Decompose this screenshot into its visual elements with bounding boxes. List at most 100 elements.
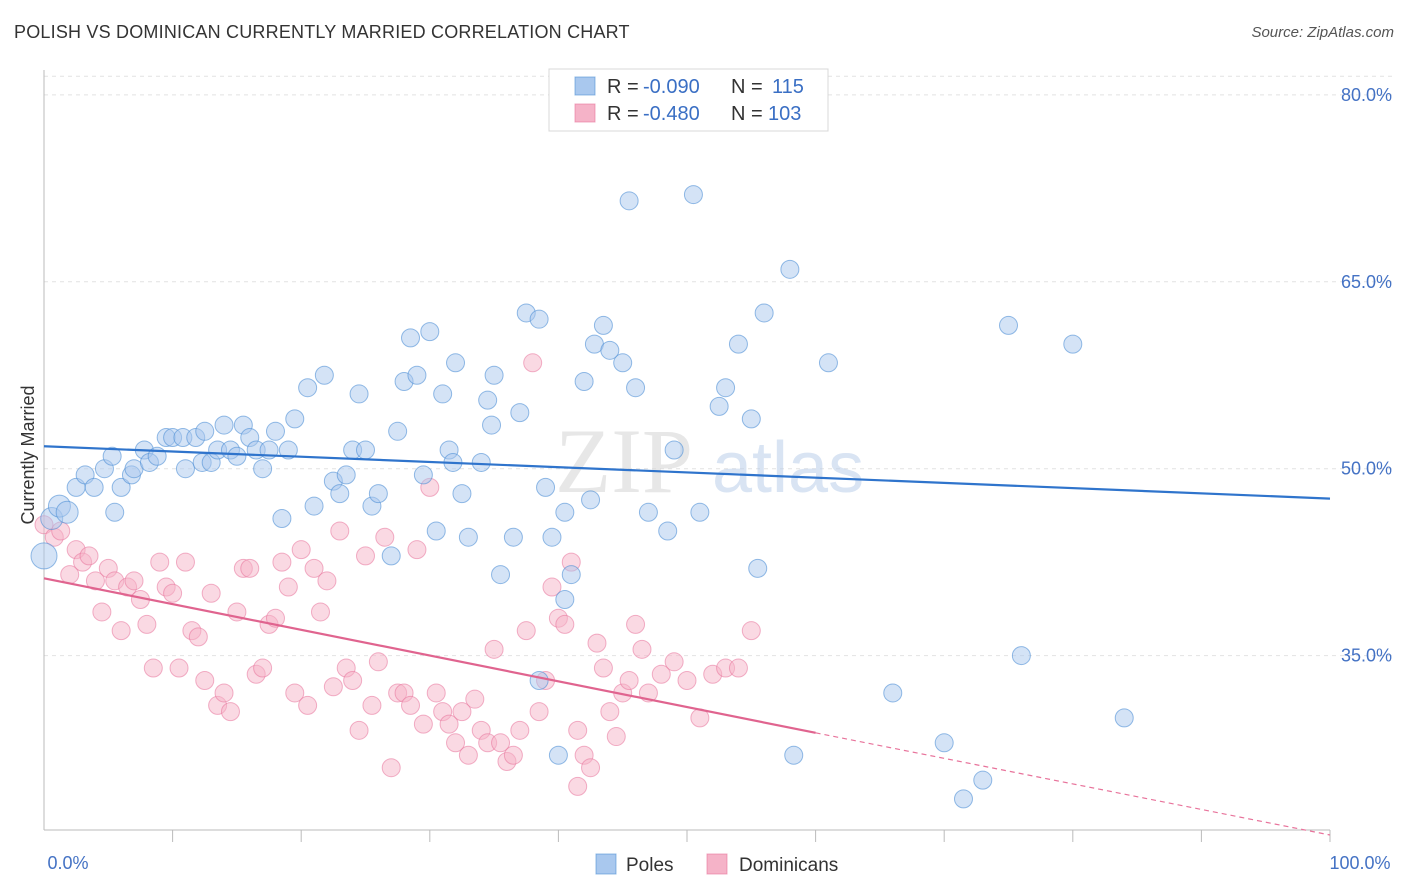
y-tick-label: 80.0% [1341,85,1392,105]
poles-point [426,521,446,541]
dominicans-point [568,720,588,740]
poles-point [555,590,575,610]
poles-point [638,502,658,522]
poles-point [278,440,298,460]
poles-point [973,770,993,790]
dominicans-point [728,658,748,678]
dominicans-point [298,695,318,715]
dominicans-point [375,527,395,547]
poles-point [388,421,408,441]
dominicans-point [413,714,433,734]
dominicans-point [343,670,363,690]
dominicans-point [626,614,646,634]
dominicans-point [587,633,607,653]
poles-point [298,378,318,398]
dominicans-point [664,652,684,672]
poles-point [1011,646,1031,666]
poles-point [613,353,633,373]
dominicans-point [426,683,446,703]
poles-point [741,409,761,429]
poles-point [413,465,433,485]
poles-point [105,502,125,522]
poles-point [934,733,954,753]
dominicans-point [381,758,401,778]
dominicans-point [111,621,131,641]
poles-point [265,421,285,441]
poles-point [102,446,122,466]
dominicans-point [439,714,459,734]
watermark-zip: ZIP [555,410,693,512]
poles-point [471,452,491,472]
poles-point [574,371,594,391]
poles-points [30,104,1134,809]
bottom-legend: Poles Dominicans [595,853,838,876]
poles-point [780,259,800,279]
poles-point [420,322,440,342]
dominicans-point [169,658,189,678]
dominicans-point [503,745,523,765]
poles-point [84,477,104,497]
dominicans-point [362,695,382,715]
dominicans-point [240,558,260,578]
dominicans-point [195,670,215,690]
dominicans-point [150,552,170,572]
dominicans-trend-line [43,577,816,734]
dominicans-point [510,720,530,740]
poles-point [664,440,684,460]
dominicans-point [201,583,221,603]
poles-point [529,309,549,329]
poles-point [626,378,646,398]
poles-point [446,353,466,373]
chart-title: POLISH VS DOMINICAN CURRENTLY MARRIED CO… [14,22,630,42]
dominicans-point [555,614,575,634]
poles-point [818,353,838,373]
poles-point [407,365,427,385]
poles-point [111,477,131,497]
poles-point [195,421,215,441]
poles-point [401,328,421,348]
poles-point [555,502,575,522]
poles-point [600,340,620,360]
dominicans-point [356,546,375,566]
poles-point [503,527,523,547]
poles-point [314,365,334,385]
source-label: Source: ZipAtlas.com [1251,24,1394,41]
x-tick-label-min: 0.0% [47,853,88,873]
dominicans-point [542,577,562,597]
dominicans-point [214,683,234,703]
legend-swatch-dominicans [574,103,596,123]
poles-point [253,459,273,479]
poles-point [482,415,502,435]
bottom-legend-label-poles: Poles [626,855,674,876]
poles-point [709,396,729,416]
poles-point [452,484,472,504]
dominicans-point [79,546,99,566]
poles-point [1114,708,1134,728]
dominicans-point [465,689,485,709]
x-tick-label-max: 100.0% [1329,853,1390,873]
dominicans-point [92,602,112,622]
dominicans-point [272,552,292,572]
dominicans-point [368,652,388,672]
poles-point [536,477,556,497]
poles-point [368,484,388,504]
dominicans-point [593,658,613,678]
dominicans-point [741,621,761,641]
poles-point [272,509,292,529]
dominicans-point [581,758,601,778]
legend-r-label-poles: R = [607,76,639,98]
poles-point [953,789,973,809]
dominicans-point [85,571,105,591]
poles-point [581,490,601,510]
dominicans-point [523,353,543,373]
dominicans-point [137,614,157,634]
dominicans-point [452,702,472,722]
poles-point [683,185,703,205]
dominicans-point [310,602,330,622]
poles-point [542,527,562,547]
y-axis-title: Currently Married [18,385,38,524]
poles-point [175,459,195,479]
poles-point [491,565,511,585]
poles-point [356,440,375,460]
